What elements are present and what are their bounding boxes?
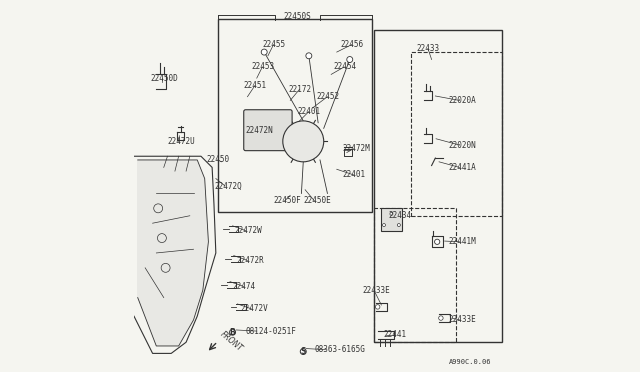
- Circle shape: [383, 224, 385, 227]
- Text: 22472R: 22472R: [236, 256, 264, 265]
- Bar: [374, 208, 456, 342]
- Bar: [381, 208, 402, 231]
- Text: 22020N: 22020N: [449, 141, 476, 150]
- Circle shape: [376, 305, 380, 309]
- Text: 22472U: 22472U: [168, 137, 195, 146]
- Polygon shape: [138, 160, 209, 346]
- Circle shape: [435, 239, 440, 244]
- Text: A990C.0.06: A990C.0.06: [449, 359, 491, 365]
- Circle shape: [300, 349, 306, 355]
- Text: 22441: 22441: [383, 330, 406, 339]
- Circle shape: [261, 49, 267, 55]
- Text: 22472Q: 22472Q: [214, 182, 242, 190]
- Circle shape: [306, 53, 312, 59]
- Text: 22456: 22456: [340, 40, 364, 49]
- Text: 22433E: 22433E: [363, 286, 390, 295]
- Text: 22020A: 22020A: [449, 96, 476, 105]
- Text: 22472W: 22472W: [234, 226, 262, 235]
- Text: 22452: 22452: [316, 92, 339, 101]
- Text: 22472N: 22472N: [246, 126, 273, 135]
- Text: 22472M: 22472M: [342, 144, 370, 153]
- Circle shape: [347, 57, 353, 62]
- Text: 22441A: 22441A: [449, 163, 476, 172]
- Text: FRONT: FRONT: [219, 330, 244, 353]
- Text: 22450F: 22450F: [273, 196, 301, 205]
- Text: 22401: 22401: [342, 170, 365, 179]
- Text: 08363-6165G: 08363-6165G: [314, 345, 365, 354]
- Text: S: S: [301, 347, 306, 356]
- Bar: [374, 30, 502, 342]
- Text: B: B: [230, 328, 236, 337]
- Text: 22450: 22450: [207, 155, 230, 164]
- Text: 22433E: 22433E: [449, 315, 476, 324]
- Text: 22455: 22455: [262, 40, 285, 49]
- Text: 22172: 22172: [289, 85, 312, 94]
- FancyBboxPatch shape: [244, 110, 292, 151]
- Text: 22454: 22454: [333, 62, 356, 71]
- Circle shape: [283, 121, 324, 162]
- Text: 22450E: 22450E: [303, 196, 331, 205]
- Text: 22450S: 22450S: [284, 12, 312, 21]
- Text: 22472V: 22472V: [240, 304, 268, 313]
- Text: 22451: 22451: [244, 81, 267, 90]
- Text: 22433: 22433: [417, 44, 440, 53]
- Text: 22453: 22453: [251, 62, 275, 71]
- Text: 22434: 22434: [389, 211, 412, 220]
- Text: 22401: 22401: [298, 107, 321, 116]
- Circle shape: [390, 212, 393, 215]
- Text: 22474: 22474: [232, 282, 256, 291]
- Bar: [411, 52, 502, 216]
- Bar: [218, 19, 372, 212]
- Circle shape: [230, 329, 236, 335]
- Circle shape: [397, 224, 401, 227]
- Text: 22441M: 22441M: [449, 237, 476, 246]
- Circle shape: [438, 316, 443, 320]
- Text: 08124-0251F: 08124-0251F: [246, 327, 296, 336]
- Text: 22450D: 22450D: [151, 74, 179, 83]
